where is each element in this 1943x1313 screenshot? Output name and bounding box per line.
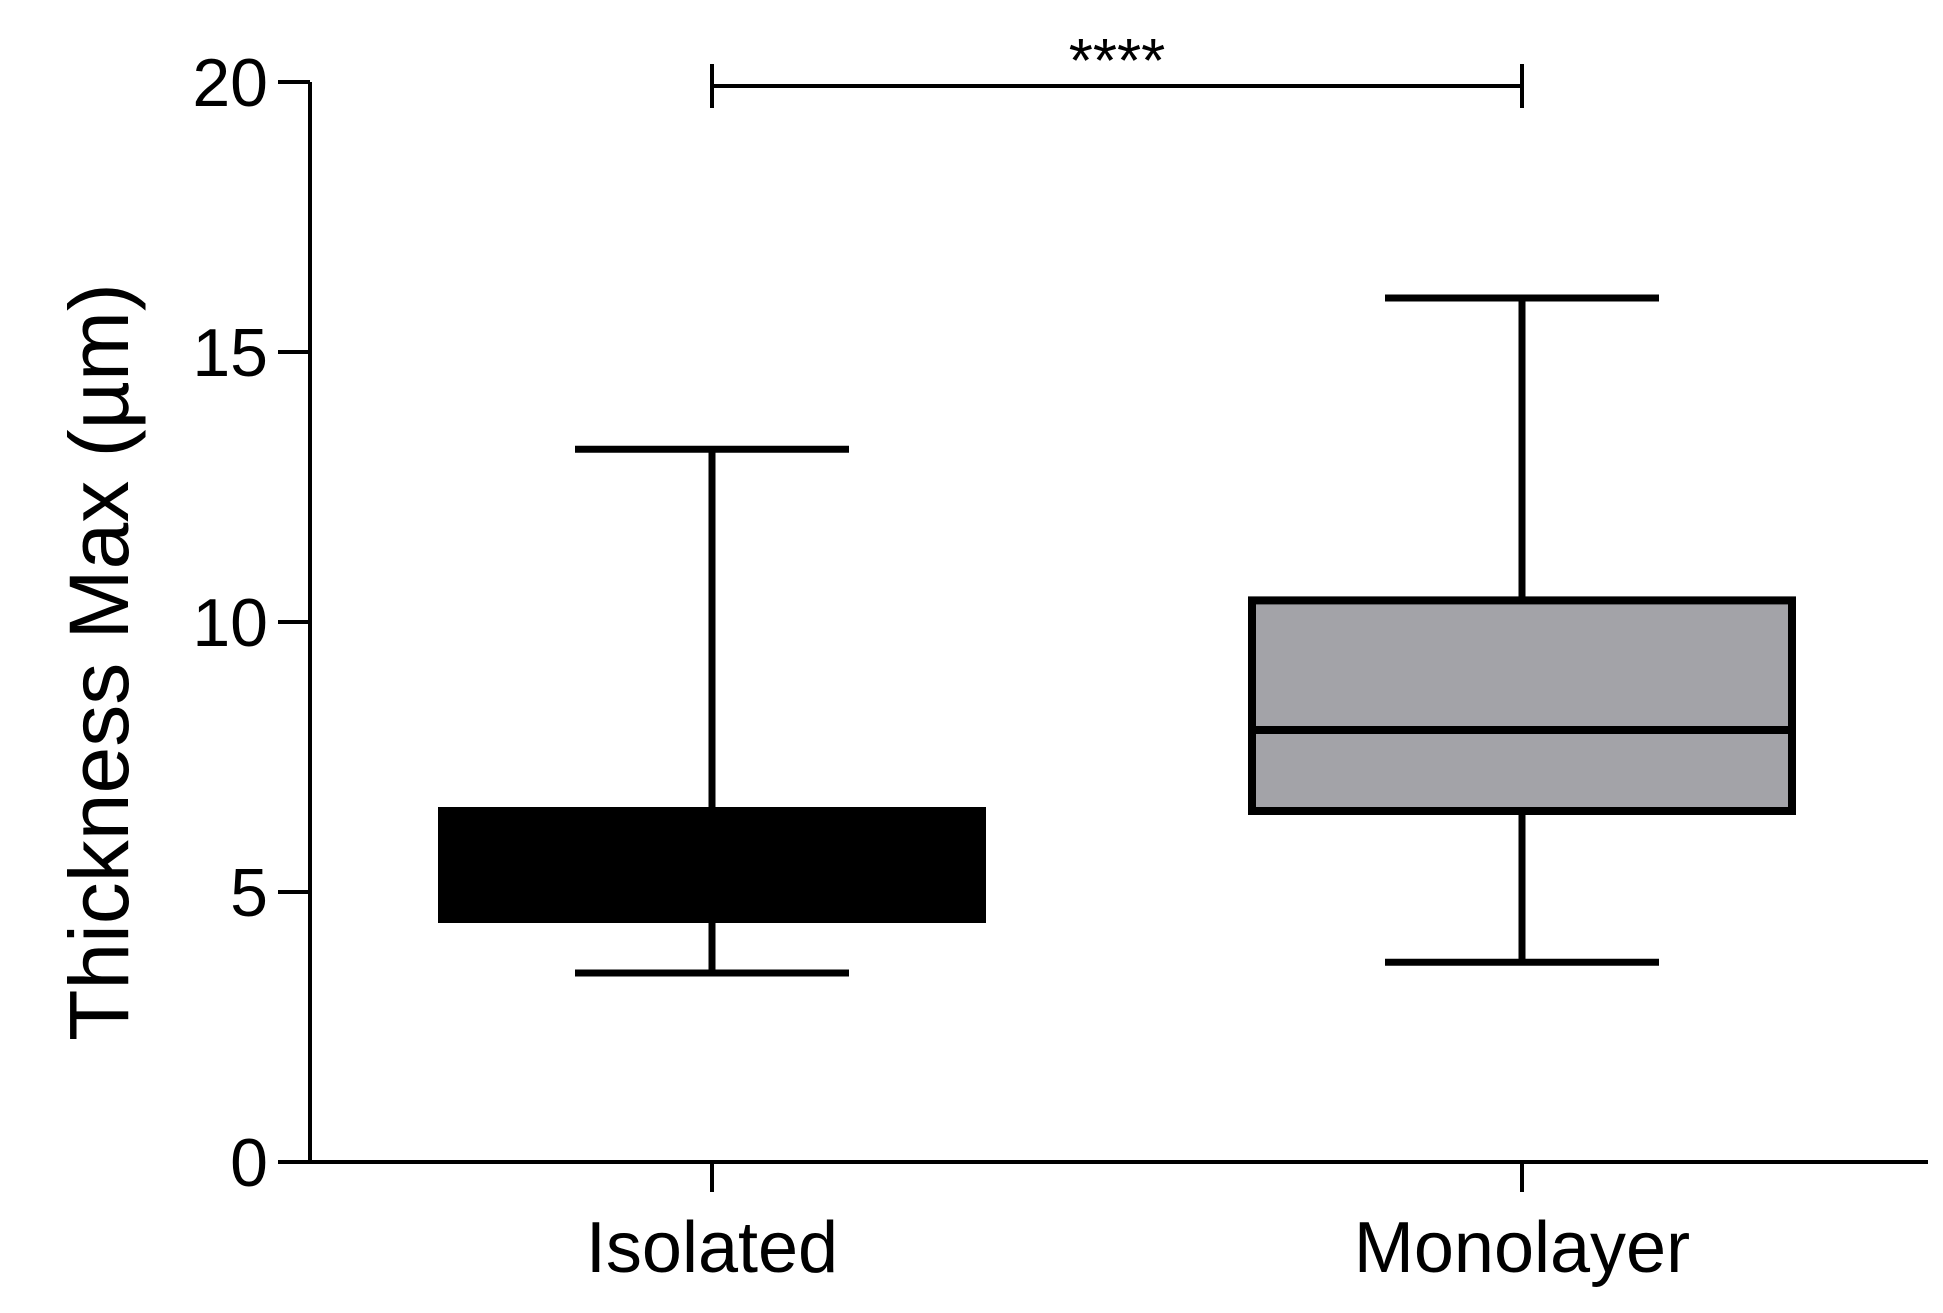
y-axis-label: Thickness Max (µm) [52,283,146,1041]
y-tick-label: 15 [192,315,268,391]
x-tick-label: Isolated [586,1208,838,1288]
box-monolayer [1248,596,1796,816]
y-tick-label: 5 [230,855,268,931]
labels-layer: 0 5 10 15 20 Isolated Monolayer Thickness Max (… [52,27,1690,1288]
significance-label: **** [1069,27,1166,96]
x-tick-label: Monolayer [1354,1208,1690,1288]
y-tick-label: 0 [230,1125,268,1201]
y-tick-label: 20 [192,45,268,121]
box-isolated [438,807,986,923]
marks-layer [438,64,1796,977]
axes-layer [278,80,1928,1192]
y-tick-label: 10 [192,585,268,661]
